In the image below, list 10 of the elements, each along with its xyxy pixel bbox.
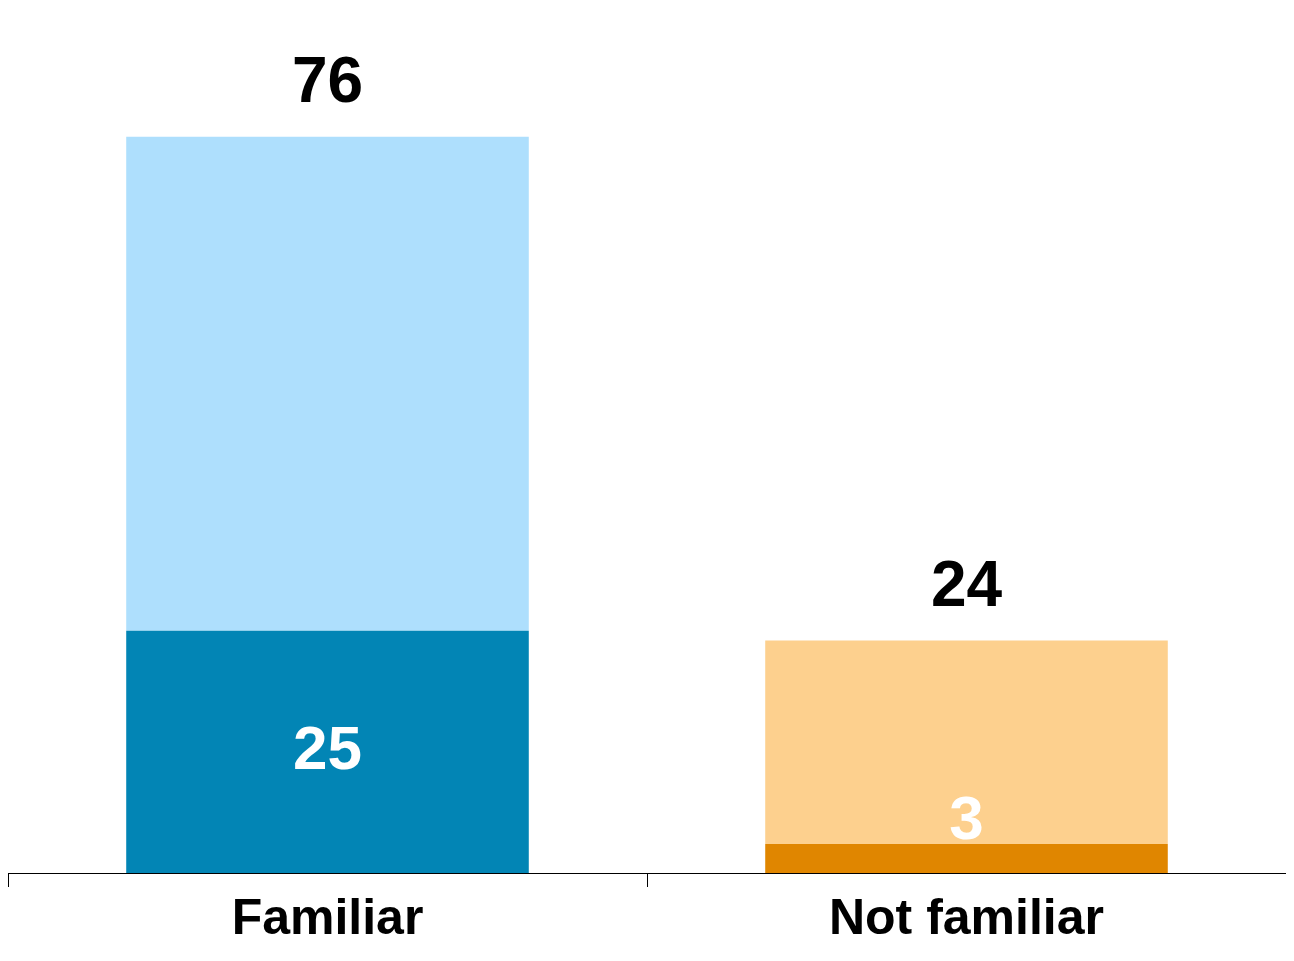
x-tick-label: Not familiar — [828, 888, 1105, 945]
bar — [765, 843, 1168, 873]
total-label: 76 — [291, 44, 364, 117]
total-label: 24 — [930, 548, 1003, 621]
bar — [126, 136, 529, 631]
data-label: 25 — [293, 713, 362, 782]
data-label: 3 — [949, 783, 984, 853]
bar — [765, 640, 1168, 844]
bar — [126, 630, 529, 873]
x-tick-label: Familiar — [231, 888, 424, 945]
